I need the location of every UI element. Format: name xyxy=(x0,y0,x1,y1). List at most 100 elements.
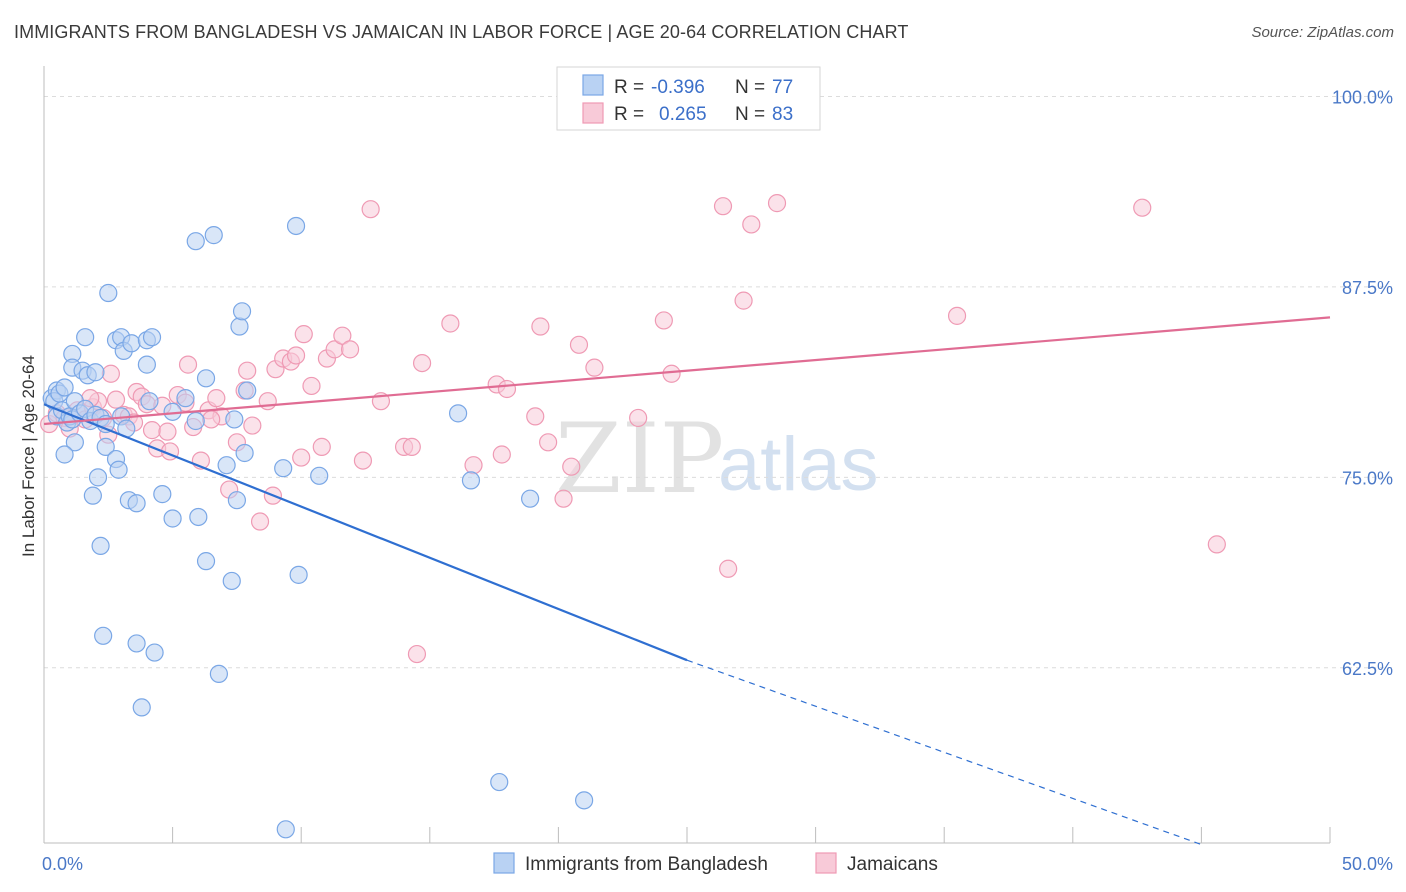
bangladesh-point-69 xyxy=(461,471,481,490)
bangladesh-point-36 xyxy=(88,468,108,487)
bangladesh-point-42 xyxy=(189,507,208,527)
bangladesh-point-73 xyxy=(276,820,295,839)
jamaicans-point-71 xyxy=(947,306,967,325)
bangladesh-point-49 xyxy=(196,552,216,571)
jamaicans-point-74 xyxy=(361,200,380,219)
bangladesh-point-76 xyxy=(140,392,159,411)
jamaicans-point-31 xyxy=(250,512,270,531)
jamaicans-point-54 xyxy=(492,445,511,464)
jamaicans-point-59 xyxy=(554,489,573,508)
bangladesh-point-72 xyxy=(575,791,594,810)
bangladesh-point-39 xyxy=(127,494,146,513)
jamaicans-point-34 xyxy=(238,361,257,380)
bottom-legend-swatch-bangladesh xyxy=(493,852,515,874)
bangladesh-point-50 xyxy=(238,381,257,400)
jamaicans-point-16 xyxy=(142,421,162,440)
bangladesh-point-68 xyxy=(448,404,468,423)
jamaicans-point-60 xyxy=(562,457,581,476)
bangladesh-point-45 xyxy=(196,369,216,388)
jamaicans-point-52 xyxy=(464,456,483,475)
jamaicans-point-10 xyxy=(106,390,126,409)
bangladesh-point-47 xyxy=(227,491,246,510)
bangladesh-point-35 xyxy=(109,460,128,479)
legend-r-value-2: 0.265 xyxy=(659,104,707,125)
jamaicans-point-19 xyxy=(158,422,177,441)
jamaicans-point-46 xyxy=(353,451,373,470)
legend-swatch-bangladesh xyxy=(582,74,604,96)
jamaicans-point-38 xyxy=(286,346,306,365)
bangladesh-point-44 xyxy=(186,411,205,431)
bangladesh-point-66 xyxy=(286,216,306,236)
y-tick-label-2: 75.0% xyxy=(1342,468,1393,488)
bangladesh-point-55 xyxy=(274,459,293,478)
series-bangladesh xyxy=(42,216,594,839)
jamaicans-point-80 xyxy=(101,364,120,383)
jamaicans-point-61 xyxy=(569,335,589,354)
watermark-atlas: atlas xyxy=(718,422,879,507)
legend-n-label-2: N = xyxy=(735,104,765,125)
trend-lines xyxy=(43,316,1331,846)
trend-line-jamaicans xyxy=(43,316,1331,426)
legend-r-label-1: R = xyxy=(614,77,644,98)
stats-legend: R = -0.396 N = 77 R = 0.265 N = 83 xyxy=(556,66,821,131)
jamaicans-point-32 xyxy=(258,392,277,411)
legend-r-value-1: -0.396 xyxy=(651,77,705,98)
jamaicans-point-33 xyxy=(178,355,198,374)
jamaicans-point-63 xyxy=(629,408,648,428)
y-tick-labels: 100.0% 87.5% 75.0% 62.5% xyxy=(1332,87,1393,678)
jamaicans-point-70 xyxy=(767,194,787,213)
jamaicans-point-64 xyxy=(654,311,673,330)
bangladesh-point-40 xyxy=(153,485,172,504)
jamaicans-point-49 xyxy=(402,437,421,456)
jamaicans-point-75 xyxy=(407,644,427,664)
jamaicans-point-68 xyxy=(713,197,733,216)
bangladesh-point-23 xyxy=(76,328,95,347)
bangladesh-point-61 xyxy=(94,626,113,645)
source-credit: Source: ZipAtlas.com xyxy=(1251,24,1394,41)
bangladesh-point-63 xyxy=(91,536,110,556)
series-legend: Immigrants from Bangladesh Jamaicans xyxy=(493,852,938,875)
jamaicans-point-56 xyxy=(526,407,545,426)
chart-title: IMMIGRANTS FROM BANGLADESH VS JAMAICAN I… xyxy=(14,22,909,42)
jamaicans-point-41 xyxy=(312,437,331,456)
bangladesh-point-27 xyxy=(122,334,141,353)
bottom-legend-label-bangladesh: Immigrants from Bangladesh xyxy=(525,854,768,875)
bangladesh-point-71 xyxy=(490,772,509,792)
jamaicans-point-30 xyxy=(243,416,262,435)
jamaicans-point-44 xyxy=(333,326,352,345)
jamaicans-point-39 xyxy=(294,325,313,344)
jamaicans-point-69 xyxy=(742,215,761,234)
jamaicans-point-50 xyxy=(412,353,432,373)
jamaicans-point-55 xyxy=(497,379,517,399)
bangladesh-point-32 xyxy=(55,445,74,464)
jamaicans-point-62 xyxy=(585,358,604,377)
legend-n-value-1: 77 xyxy=(772,77,793,98)
bangladesh-point-58 xyxy=(209,664,228,683)
jamaicans-point-66 xyxy=(719,559,738,578)
bangladesh-point-70 xyxy=(521,489,540,508)
bangladesh-point-30 xyxy=(137,355,156,374)
bangladesh-point-59 xyxy=(145,643,164,662)
bangladesh-point-48 xyxy=(222,571,241,591)
bangladesh-point-52 xyxy=(235,443,254,463)
bangladesh-point-65 xyxy=(204,226,223,245)
jamaicans-point-58 xyxy=(539,433,558,452)
jamaicans-point-77 xyxy=(202,410,221,429)
bangladesh-point-41 xyxy=(163,509,182,528)
x-tick-max: 50.0% xyxy=(1342,854,1393,874)
jamaicans-point-73 xyxy=(1207,535,1226,554)
bangladesh-point-4 xyxy=(55,378,74,397)
legend-n-value-2: 83 xyxy=(772,104,793,125)
bangladesh-point-60 xyxy=(127,634,146,653)
jamaicans-point-76 xyxy=(292,448,311,467)
trend-line-bangladesh xyxy=(43,403,688,662)
bangladesh-point-31 xyxy=(65,433,84,452)
bangladesh-point-29 xyxy=(142,328,162,347)
trend-line-bangladesh-extension xyxy=(686,659,1202,846)
bangladesh-point-62 xyxy=(132,698,151,717)
bangladesh-point-54 xyxy=(232,302,252,321)
jamaicans-point-25 xyxy=(207,389,226,408)
jamaicans-point-45 xyxy=(340,340,360,359)
jamaicans-point-40 xyxy=(302,376,321,396)
